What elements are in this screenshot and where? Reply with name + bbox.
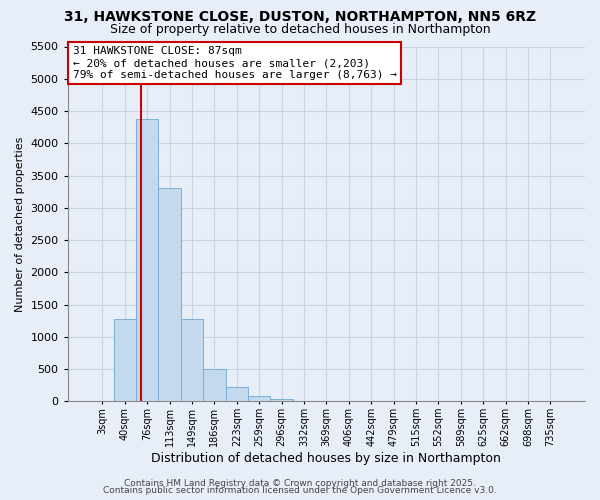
Bar: [293, 400, 315, 402]
Text: Contains public sector information licensed under the Open Government Licence v3: Contains public sector information licen…: [103, 486, 497, 495]
Y-axis label: Number of detached properties: Number of detached properties: [15, 136, 25, 312]
Bar: [181, 319, 203, 402]
Bar: [158, 188, 181, 402]
Bar: [113, 320, 136, 402]
Text: 31, HAWKSTONE CLOSE, DUSTON, NORTHAMPTON, NN5 6RZ: 31, HAWKSTONE CLOSE, DUSTON, NORTHAMPTON…: [64, 10, 536, 24]
Bar: [271, 400, 293, 402]
Bar: [248, 396, 271, 402]
Bar: [203, 369, 226, 402]
Bar: [226, 386, 248, 402]
X-axis label: Distribution of detached houses by size in Northampton: Distribution of detached houses by size …: [151, 452, 501, 465]
Text: 31 HAWKSTONE CLOSE: 87sqm
← 20% of detached houses are smaller (2,203)
79% of se: 31 HAWKSTONE CLOSE: 87sqm ← 20% of detac…: [73, 46, 397, 80]
Text: Contains HM Land Registry data © Crown copyright and database right 2025.: Contains HM Land Registry data © Crown c…: [124, 478, 476, 488]
Bar: [136, 119, 158, 402]
Text: Size of property relative to detached houses in Northampton: Size of property relative to detached ho…: [110, 22, 490, 36]
